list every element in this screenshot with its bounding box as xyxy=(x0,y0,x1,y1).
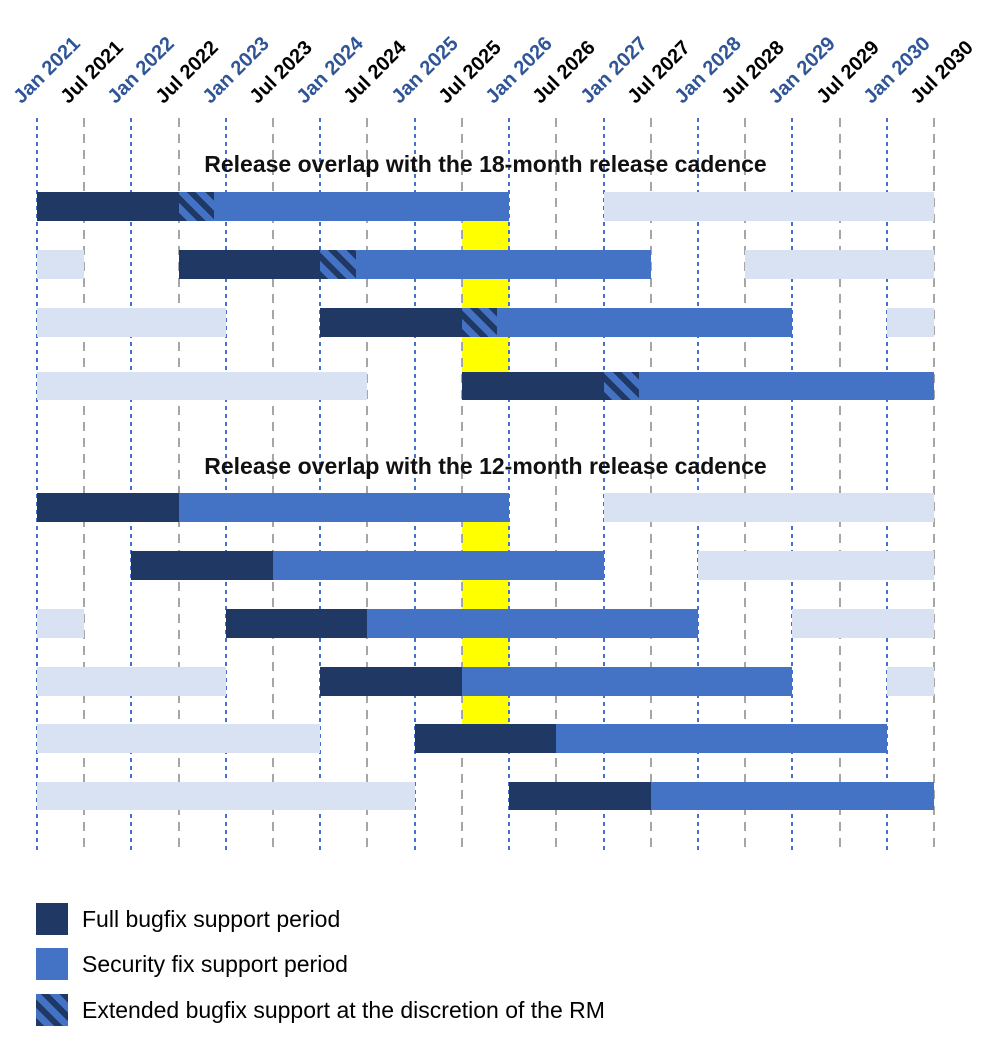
bar-segment-other-support xyxy=(697,551,934,580)
legend-item-extended-bugfix: Extended bugfix support at the discretio… xyxy=(36,994,605,1026)
bar-segment-security-support xyxy=(461,667,793,696)
gridline-jan xyxy=(602,118,605,852)
gridline-jul xyxy=(272,118,275,852)
bar-segment-security-support xyxy=(178,493,510,522)
gridline-jul xyxy=(933,118,935,852)
bar-segment-full-support xyxy=(225,609,368,638)
gridline-jan xyxy=(413,118,416,852)
bar-segment-extended-support xyxy=(178,192,215,221)
bar-segment-security-support xyxy=(497,308,793,337)
bar-segment-full-support xyxy=(414,724,557,753)
bar-segment-other-support xyxy=(792,609,934,638)
bar-segment-other-support xyxy=(886,667,934,696)
bar-segment-other-support xyxy=(37,609,85,638)
gridline-jul xyxy=(744,118,747,852)
bar-segment-security-support xyxy=(556,724,887,753)
bar-segment-extended-support xyxy=(461,308,498,337)
bar-segment-other-support xyxy=(37,667,226,696)
gridline-jan xyxy=(696,118,699,852)
legend-item-security-fix: Security fix support period xyxy=(36,948,348,980)
legend-label: Extended bugfix support at the discretio… xyxy=(82,996,605,1023)
security-fix-swatch xyxy=(36,948,68,980)
gridline-jan xyxy=(224,118,227,852)
bar-segment-other-support xyxy=(37,724,321,753)
bar-segment-other-support xyxy=(37,250,85,279)
gridline-jul xyxy=(366,118,369,852)
gridline-jul xyxy=(83,118,86,852)
bar-segment-other-support xyxy=(37,371,368,400)
bar-segment-full-support xyxy=(320,667,462,696)
gridline-jan xyxy=(791,118,794,852)
bar-segment-full-support xyxy=(461,371,604,400)
bar-segment-full-support xyxy=(509,781,651,810)
gridline-jul xyxy=(555,118,558,852)
gridline-jan xyxy=(36,118,38,852)
bar-segment-extended-support xyxy=(320,250,356,279)
bar-segment-security-support xyxy=(367,609,698,638)
gridline-jul xyxy=(838,118,841,852)
gridline-jul xyxy=(177,118,180,852)
full-bugfix-swatch xyxy=(36,903,68,935)
bar-segment-extended-support xyxy=(603,371,639,400)
legend-label: Full bugfix support period xyxy=(82,905,341,932)
bar-segment-other-support xyxy=(37,781,415,810)
gridline-jan xyxy=(130,118,133,852)
legend-label: Security fix support period xyxy=(82,950,348,977)
bar-segment-full-support xyxy=(131,551,274,580)
section-title-18-month: Release overlap with the 18-month releas… xyxy=(204,151,767,177)
bar-segment-security-support xyxy=(650,781,934,810)
bar-segment-full-support xyxy=(178,250,321,279)
bar-segment-other-support xyxy=(745,250,934,279)
bar-segment-security-support xyxy=(273,551,604,580)
bar-segment-other-support xyxy=(603,493,934,522)
bar-segment-full-support xyxy=(37,493,179,522)
legend-item-full-bugfix: Full bugfix support period xyxy=(36,903,340,935)
bar-segment-full-support xyxy=(37,192,179,221)
bar-segment-security-support xyxy=(355,250,651,279)
bar-segment-security-support xyxy=(214,192,510,221)
gridline-jul xyxy=(649,118,652,852)
bar-segment-other-support xyxy=(886,308,934,337)
gridline-jul xyxy=(460,118,463,852)
section-title-12-month: Release overlap with the 12-month releas… xyxy=(204,453,767,479)
gridline-jan xyxy=(885,118,888,852)
bar-segment-full-support xyxy=(320,308,462,337)
bar-segment-security-support xyxy=(638,371,934,400)
gridline-jan xyxy=(319,118,322,852)
bar-segment-other-support xyxy=(37,308,226,337)
extended-bugfix-swatch xyxy=(36,994,68,1026)
bar-segment-other-support xyxy=(603,192,934,221)
gridline-jan xyxy=(508,118,511,852)
